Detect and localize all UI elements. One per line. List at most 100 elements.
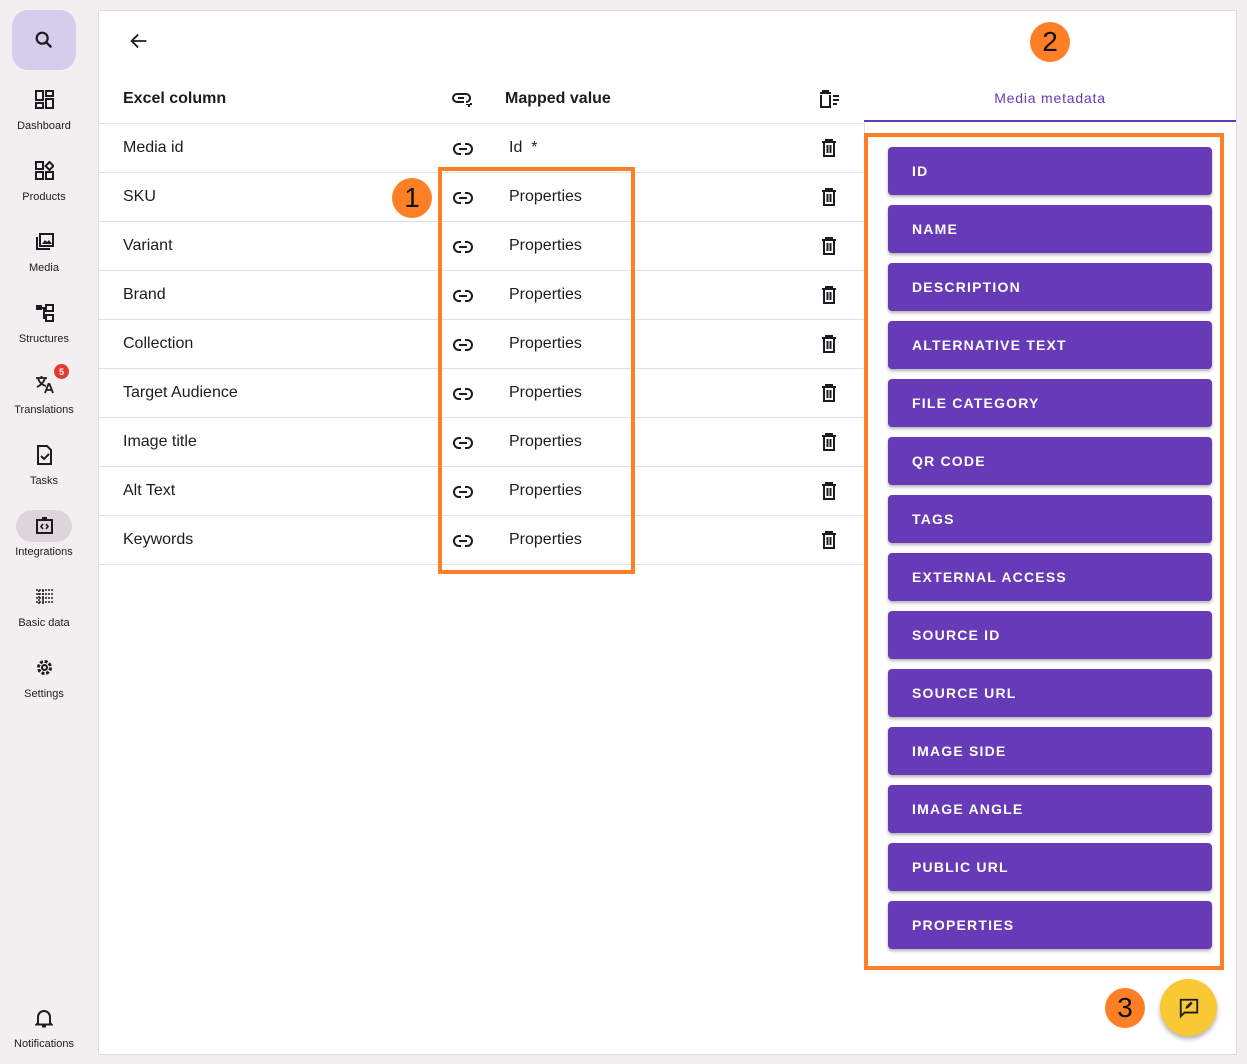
table-row: Variant Properties: [99, 221, 864, 270]
delete-icon[interactable]: [821, 531, 837, 554]
link-icon[interactable]: [453, 240, 473, 258]
sidebar-item-products[interactable]: Products: [0, 155, 88, 203]
metadata-button-alternative-text[interactable]: ALTERNATIVE TEXT: [888, 321, 1212, 369]
delete-icon[interactable]: [821, 482, 837, 505]
tasks-icon: [16, 439, 72, 471]
add-link-icon[interactable]: [452, 90, 474, 113]
metadata-button-image-angle[interactable]: IMAGE ANGLE: [888, 785, 1212, 833]
delete-all-icon[interactable]: [818, 90, 840, 113]
sidebar-item-label: Basic data: [18, 617, 70, 629]
excel-column-cell: Variant: [123, 237, 173, 254]
sidebar-item-label: Integrations: [15, 546, 73, 558]
metadata-button-qr-code[interactable]: QR CODE: [888, 437, 1212, 485]
metadata-button-image-side[interactable]: IMAGE SIDE: [888, 727, 1212, 775]
sidebar-item-label: Tasks: [29, 475, 59, 487]
delete-icon[interactable]: [821, 237, 837, 260]
link-icon[interactable]: [453, 142, 473, 160]
mapped-value-cell[interactable]: Properties: [509, 237, 582, 254]
mapped-value-cell[interactable]: Properties: [509, 188, 582, 205]
sidebar-item-label: Media: [29, 262, 59, 274]
table-row: SKU Properties: [99, 172, 864, 221]
link-icon[interactable]: [453, 534, 473, 552]
annotation-2: 2: [1030, 22, 1070, 62]
metadata-button-properties[interactable]: PROPERTIES: [888, 901, 1212, 949]
mapped-value-cell[interactable]: Id *: [509, 139, 538, 156]
table-row: Image title Properties: [99, 417, 864, 466]
bell-icon: [16, 1002, 72, 1034]
excel-column-cell: Collection: [123, 335, 194, 352]
excel-column-cell: Alt Text: [123, 482, 176, 499]
mapped-value-cell[interactable]: Properties: [509, 482, 582, 499]
mapped-value-cell[interactable]: Properties: [509, 531, 582, 548]
table-row: Keywords Properties: [99, 515, 864, 564]
table-row: Media id Id *: [99, 123, 864, 172]
tab-media-metadata[interactable]: Media metadata: [864, 78, 1236, 122]
delete-icon[interactable]: [821, 384, 837, 407]
search-button[interactable]: [12, 10, 76, 70]
gear-icon: [16, 652, 72, 684]
sidebar-item-integrations[interactable]: Integrations: [0, 510, 88, 558]
delete-icon[interactable]: [821, 139, 837, 162]
search-icon: [35, 31, 53, 49]
sidebar-item-media[interactable]: Media: [0, 226, 88, 274]
sidebar-item-notifications[interactable]: Notifications: [0, 1002, 88, 1050]
integrations-icon: [16, 510, 72, 542]
feedback-fab[interactable]: [1160, 979, 1217, 1036]
table-bottom-divider: [99, 564, 864, 565]
link-icon[interactable]: [453, 387, 473, 405]
sidebar-item-settings[interactable]: Settings: [0, 652, 88, 700]
back-button[interactable]: [128, 30, 150, 57]
annotation-box-2: [864, 133, 1224, 970]
link-icon[interactable]: [453, 338, 473, 356]
link-icon[interactable]: [453, 485, 473, 503]
annotation-3: 3: [1105, 988, 1145, 1028]
mapped-value-cell[interactable]: Properties: [509, 286, 582, 303]
metadata-button-tags[interactable]: TAGS: [888, 495, 1212, 543]
annotation-box-1: [438, 167, 635, 574]
delete-icon[interactable]: [821, 286, 837, 309]
link-icon[interactable]: [453, 289, 473, 307]
metadata-button-id[interactable]: ID: [888, 147, 1212, 195]
metadata-button-description[interactable]: DESCRIPTION: [888, 263, 1212, 311]
table-row: Brand Properties: [99, 270, 864, 319]
mapped-value-cell[interactable]: Properties: [509, 384, 582, 401]
annotation-1: 1: [392, 178, 432, 218]
excel-column-cell: Image title: [123, 433, 197, 450]
metadata-button-source-id[interactable]: SOURCE ID: [888, 611, 1212, 659]
link-icon[interactable]: [453, 191, 473, 209]
metadata-button-file-category[interactable]: FILE CATEGORY: [888, 379, 1212, 427]
dashboard-icon: [16, 84, 72, 116]
delete-icon[interactable]: [821, 433, 837, 456]
structures-icon: [16, 297, 72, 329]
mapped-value-cell[interactable]: Properties: [509, 433, 582, 450]
sidebar-item-label: Structures: [18, 333, 70, 345]
basic-data-icon: [16, 581, 72, 613]
sidebar-item-label: Settings: [24, 688, 64, 700]
arrow-left-icon: [130, 33, 147, 49]
sidebar-item-label: Notifications: [14, 1038, 74, 1050]
sidebar-item-dashboard[interactable]: Dashboard: [0, 84, 88, 132]
table-row: Collection Properties: [99, 319, 864, 368]
excel-column-cell: Brand: [123, 286, 166, 303]
metadata-button-external-access[interactable]: EXTERNAL ACCESS: [888, 553, 1212, 601]
metadata-button-source-url[interactable]: SOURCE URL: [888, 669, 1212, 717]
sidebar-item-structures[interactable]: Structures: [0, 297, 88, 345]
excel-column-cell: SKU: [123, 188, 156, 205]
metadata-button-public-url[interactable]: PUBLIC URL: [888, 843, 1212, 891]
sidebar-item-label: Dashboard: [17, 120, 71, 132]
metadata-button-name[interactable]: NAME: [888, 205, 1212, 253]
sidebar-item-translations[interactable]: 5 Translations: [0, 364, 88, 416]
delete-icon[interactable]: [821, 335, 837, 358]
notification-badge: 5: [54, 364, 69, 379]
mapped-value-cell[interactable]: Properties: [509, 335, 582, 352]
media-icon: [16, 226, 72, 258]
translate-icon: 5: [16, 364, 72, 400]
delete-icon[interactable]: [821, 188, 837, 211]
sidebar-item-basic-data[interactable]: Basic data: [0, 581, 88, 629]
sidebar-item-label: Translations: [14, 404, 74, 416]
link-icon[interactable]: [453, 436, 473, 454]
table-row: Alt Text Properties: [99, 466, 864, 515]
excel-column-cell: Media id: [123, 139, 184, 156]
sidebar-item-tasks[interactable]: Tasks: [0, 439, 88, 487]
header-excel-column: Excel column: [123, 90, 227, 107]
